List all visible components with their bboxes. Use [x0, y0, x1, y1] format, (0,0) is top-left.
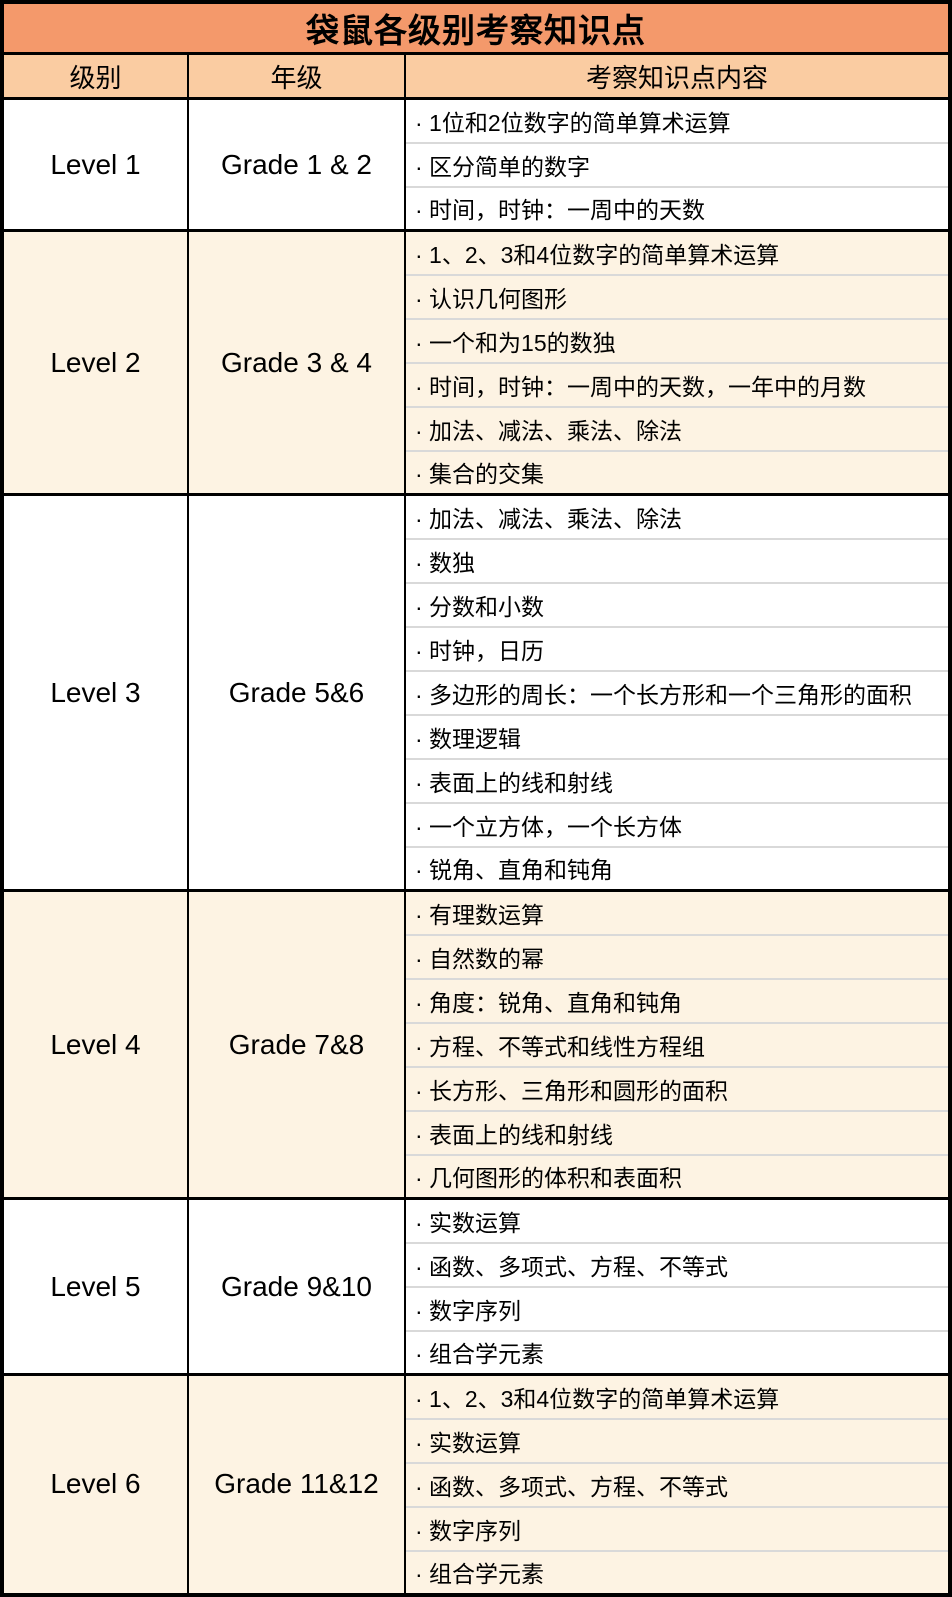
- knowledge-item-cell: · 几何图形的体积和表面积: [403, 1153, 951, 1199]
- knowledge-item-cell: · 加法、减法、乘法、除法: [403, 405, 951, 451]
- table-row: Level 2 Grade 3 & 4 · 1、2、3和4位数字的简单算术运算: [2, 229, 951, 495]
- knowledge-item-cell: · 加法、减法、乘法、除法: [403, 493, 951, 539]
- knowledge-item-cell: · 1位和2位数字的简单算术运算: [403, 97, 951, 143]
- table-row: · 实数运算: [2, 1417, 951, 1463]
- grade-cell: Grade 5&6: [187, 493, 405, 891]
- level-cell: Level 6: [2, 1373, 188, 1595]
- table-row: 袋鼠各级别考察知识点: [2, 2, 951, 55]
- knowledge-item-cell: · 自然数的幂: [403, 933, 951, 979]
- knowledge-item-cell: · 一个和为15的数独: [403, 317, 951, 363]
- table-row: Level 1 Grade 1 & 2 · 1位和2位数字的简单算术运算: [2, 97, 951, 231]
- knowledge-item-cell: · 数独: [403, 537, 951, 583]
- level-cell: Level 1: [2, 97, 188, 231]
- column-header-level: 级别: [2, 53, 188, 100]
- grade-cell: Grade 9&10: [187, 1197, 405, 1375]
- knowledge-item-cell: · 时间，时钟：一周中的天数，一年中的月数: [403, 361, 951, 407]
- knowledge-item-cell: · 有理数运算: [403, 889, 951, 935]
- knowledge-item-cell: · 实数运算: [403, 1417, 951, 1463]
- table-row: · 角度：锐角、直角和钝角: [2, 977, 951, 1023]
- table-row: · 集合的交集: [2, 449, 951, 495]
- table-row: · 时钟，日历: [2, 625, 951, 671]
- table-row: · 数字序列: [2, 1505, 951, 1551]
- table-row: · 加法、减法、乘法、除法: [2, 405, 951, 451]
- table-row: · 时间，时钟：一周中的天数，一年中的月数: [2, 361, 951, 407]
- knowledge-item-cell: · 区分简单的数字: [403, 141, 951, 187]
- knowledge-item-cell: · 表面上的线和射线: [403, 1109, 951, 1155]
- level-cell: Level 2: [2, 229, 188, 495]
- table-row: 级别 年级 考察知识点内容: [2, 53, 951, 100]
- table-row: · 多边形的周长：一个长方形和一个三角形的面积: [2, 669, 951, 715]
- knowledge-item-cell: · 组合学元素: [403, 1549, 951, 1595]
- grade-cell: Grade 11&12: [187, 1373, 405, 1595]
- table-row: · 数独: [2, 537, 951, 583]
- table-row: · 组合学元素: [2, 1549, 951, 1595]
- table-row: · 数字序列: [2, 1285, 951, 1331]
- grade-cell: Grade 1 & 2: [187, 97, 405, 231]
- table-row: Level 6 Grade 11&12 · 1、2、3和4位数字的简单算术运算: [2, 1373, 951, 1595]
- knowledge-item-cell: · 函数、多项式、方程、不等式: [403, 1461, 951, 1507]
- knowledge-item-cell: · 组合学元素: [403, 1329, 951, 1375]
- table-row: · 表面上的线和射线: [2, 1109, 951, 1155]
- table-row: · 长方形、三角形和圆形的面积: [2, 1065, 951, 1111]
- knowledge-item-cell: · 实数运算: [403, 1197, 951, 1243]
- table-row: · 分数和小数: [2, 581, 951, 627]
- table-row: · 一个和为15的数独: [2, 317, 951, 363]
- table-row: Level 4 Grade 7&8 · 有理数运算: [2, 889, 951, 1199]
- grade-cell: Grade 3 & 4: [187, 229, 405, 495]
- table-row: · 锐角、直角和钝角: [2, 845, 951, 891]
- table-row: · 时间，时钟：一周中的天数: [2, 185, 951, 231]
- knowledge-item-cell: · 时间，时钟：一周中的天数: [403, 185, 951, 231]
- knowledge-item-cell: · 数字序列: [403, 1505, 951, 1551]
- knowledge-item-cell: · 数理逻辑: [403, 713, 951, 759]
- table-row: · 一个立方体，一个长方体: [2, 801, 951, 847]
- table-row: Level 3 Grade 5&6 · 加法、减法、乘法、除法: [2, 493, 951, 891]
- table-row: · 几何图形的体积和表面积: [2, 1153, 951, 1199]
- table-row: · 函数、多项式、方程、不等式: [2, 1241, 951, 1287]
- table-row: Level 5 Grade 9&10 · 实数运算: [2, 1197, 951, 1375]
- table-row: · 数理逻辑: [2, 713, 951, 759]
- column-header-content: 考察知识点内容: [403, 53, 951, 100]
- knowledge-item-cell: · 时钟，日历: [403, 625, 951, 671]
- table-row: · 方程、不等式和线性方程组: [2, 1021, 951, 1067]
- knowledge-item-cell: · 方程、不等式和线性方程组: [403, 1021, 951, 1067]
- table-row: · 表面上的线和射线: [2, 757, 951, 803]
- page-title: 袋鼠各级别考察知识点: [2, 2, 951, 55]
- knowledge-item-cell: · 数字序列: [403, 1285, 951, 1331]
- table-row: · 组合学元素: [2, 1329, 951, 1375]
- knowledge-item-cell: · 认识几何图形: [403, 273, 951, 319]
- grade-cell: Grade 7&8: [187, 889, 405, 1199]
- table-row: · 函数、多项式、方程、不等式: [2, 1461, 951, 1507]
- knowledge-item-cell: · 表面上的线和射线: [403, 757, 951, 803]
- column-header-grade: 年级: [187, 53, 405, 100]
- knowledge-item-cell: · 1、2、3和4位数字的简单算术运算: [403, 229, 951, 275]
- level-cell: Level 5: [2, 1197, 188, 1375]
- knowledge-item-cell: · 分数和小数: [403, 581, 951, 627]
- knowledge-item-cell: · 锐角、直角和钝角: [403, 845, 951, 891]
- knowledge-item-cell: · 长方形、三角形和圆形的面积: [403, 1065, 951, 1111]
- knowledge-item-cell: · 多边形的周长：一个长方形和一个三角形的面积: [403, 669, 951, 715]
- knowledge-item-cell: · 函数、多项式、方程、不等式: [403, 1241, 951, 1287]
- knowledge-item-cell: · 角度：锐角、直角和钝角: [403, 977, 951, 1023]
- knowledge-item-cell: · 一个立方体，一个长方体: [403, 801, 951, 847]
- knowledge-item-cell: · 集合的交集: [403, 449, 951, 495]
- table-row: · 认识几何图形: [2, 273, 951, 319]
- level-cell: Level 4: [2, 889, 188, 1199]
- knowledge-item-cell: · 1、2、3和4位数字的简单算术运算: [403, 1373, 951, 1419]
- level-cell: Level 3: [2, 493, 188, 891]
- table-row: · 区分简单的数字: [2, 141, 951, 187]
- table-row: · 自然数的幂: [2, 933, 951, 979]
